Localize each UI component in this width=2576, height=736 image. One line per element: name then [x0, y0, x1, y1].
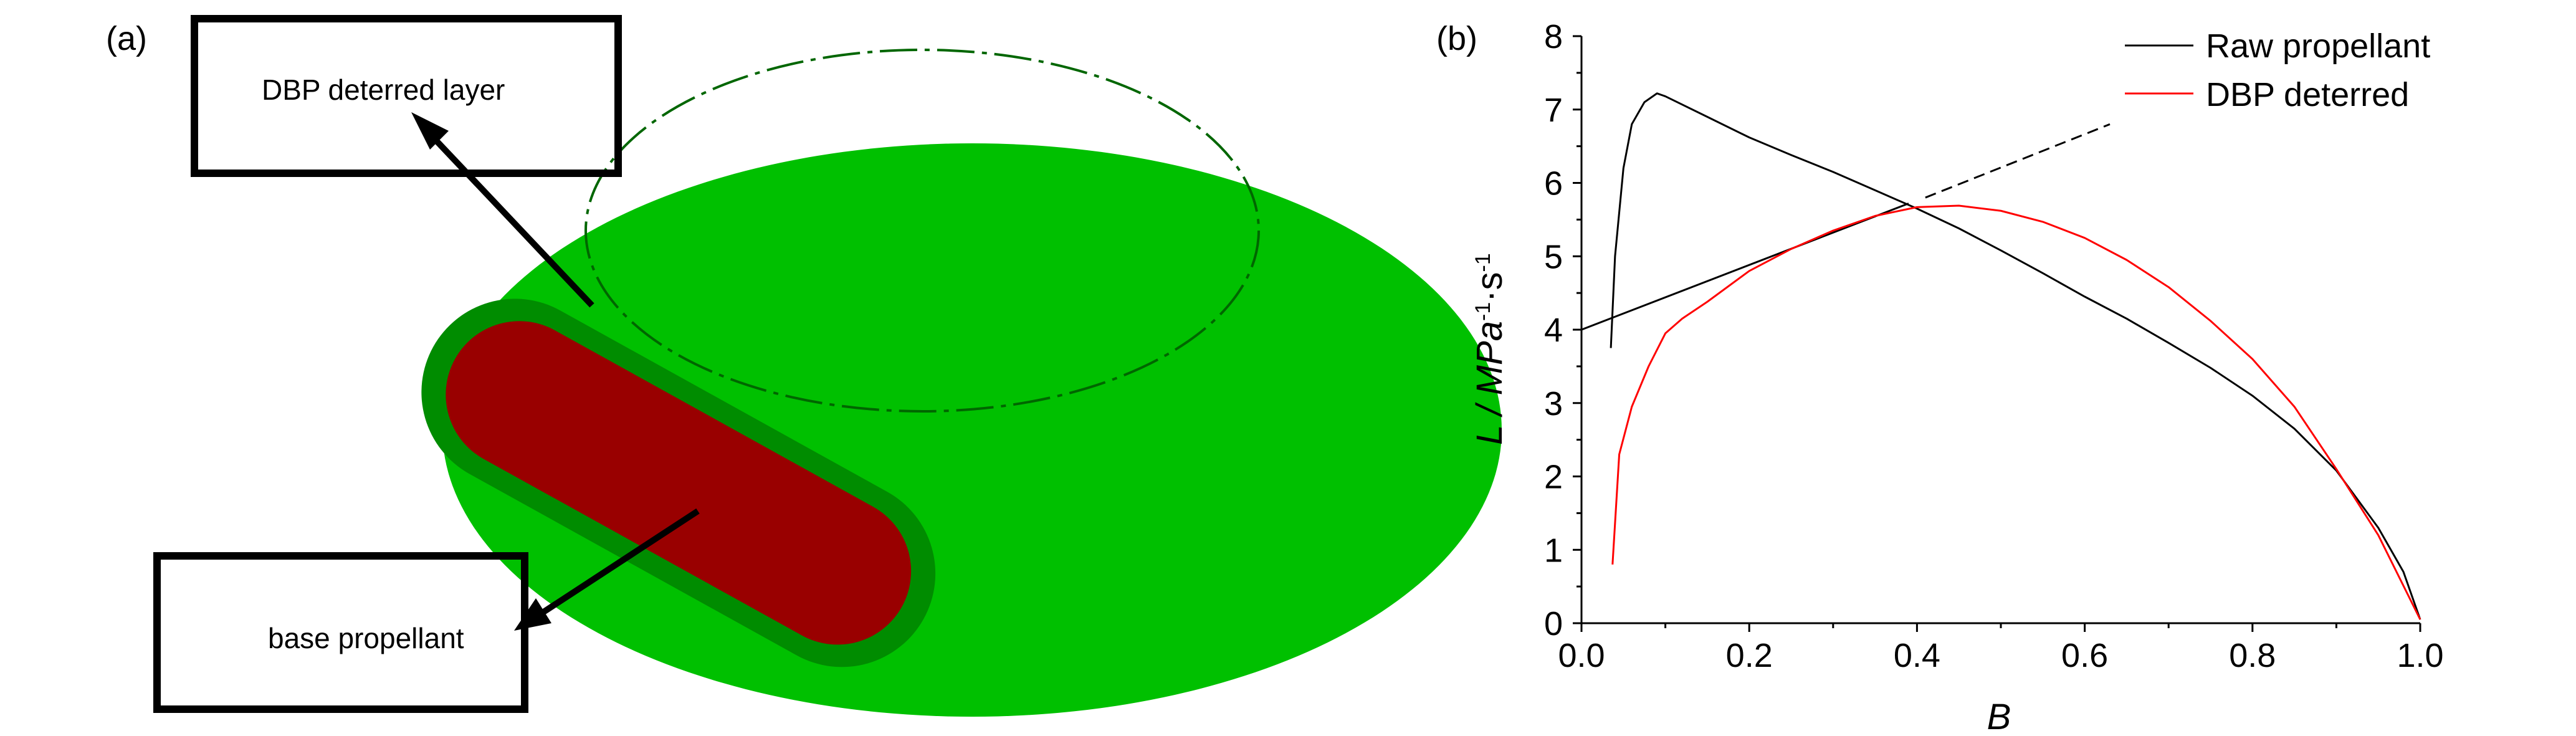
panel-a-label: (a) — [106, 20, 147, 57]
tangent-dashed-line — [1925, 123, 2111, 199]
y-tick-label: 0 — [1544, 605, 1563, 643]
y-tick-label: 7 — [1544, 92, 1563, 129]
y-tick-label: 1 — [1544, 532, 1563, 569]
y-tick-label: 2 — [1544, 459, 1563, 496]
callout-box-base — [153, 552, 528, 713]
y-tick-label: 4 — [1544, 312, 1563, 349]
y-axis-label-mid: ·s — [1469, 272, 1510, 302]
callout-layer-text: DBP deterred layer — [262, 74, 505, 106]
series-line-raw-propellant — [1610, 92, 2421, 620]
panel-b-label: (b) — [1436, 20, 1477, 57]
x-axis-label: B — [1987, 697, 2011, 736]
y-axis-label-main: L / MPa — [1469, 321, 1510, 445]
panel-a: (a) DBP deterred layer base propellant — [106, 15, 1502, 717]
legend-label-raw: Raw propellant — [2206, 27, 2430, 65]
callout-box-layer — [191, 15, 622, 177]
legend: Raw propellant DBP deterred — [2125, 27, 2430, 113]
y-axis-label: L / MPa-1·s-1 — [1469, 253, 1510, 445]
series-line-dbp-deterred — [1611, 204, 2421, 620]
y-tick-label: 8 — [1544, 18, 1563, 55]
y-axis-label-sup1: -1 — [1471, 302, 1495, 321]
arrowhead-layer-icon — [411, 112, 449, 150]
y-axis-label-sup2: -1 — [1471, 253, 1495, 272]
x-tick-label: 0.4 — [1894, 637, 1940, 674]
x-tick-label: 0.6 — [2061, 637, 2108, 674]
arrowhead-base-icon — [514, 598, 551, 631]
x-tick-label: 1.0 — [2397, 637, 2443, 674]
x-tick-label: 0.0 — [1558, 637, 1605, 674]
y-tick-label: 5 — [1544, 238, 1563, 275]
legend-label-dbp: DBP deterred — [2206, 76, 2409, 113]
arrow-layer — [427, 131, 594, 308]
x-tick-label: 0.2 — [1726, 637, 1773, 674]
arrow-base — [534, 508, 700, 620]
base-propellant-section — [446, 321, 912, 645]
y-tick-label: 3 — [1544, 385, 1563, 423]
chart: 0.0 0.2 0.4 0.6 0.8 1.0 0 1 2 3 4 5 6 7 8 — [1544, 18, 2444, 674]
y-tick-label: 6 — [1544, 165, 1563, 203]
x-tick-label: 0.8 — [2229, 637, 2276, 674]
callout-base-text: base propellant — [268, 622, 464, 654]
top-face-outline — [584, 49, 1260, 413]
tangent-solid-line — [1581, 203, 1909, 331]
